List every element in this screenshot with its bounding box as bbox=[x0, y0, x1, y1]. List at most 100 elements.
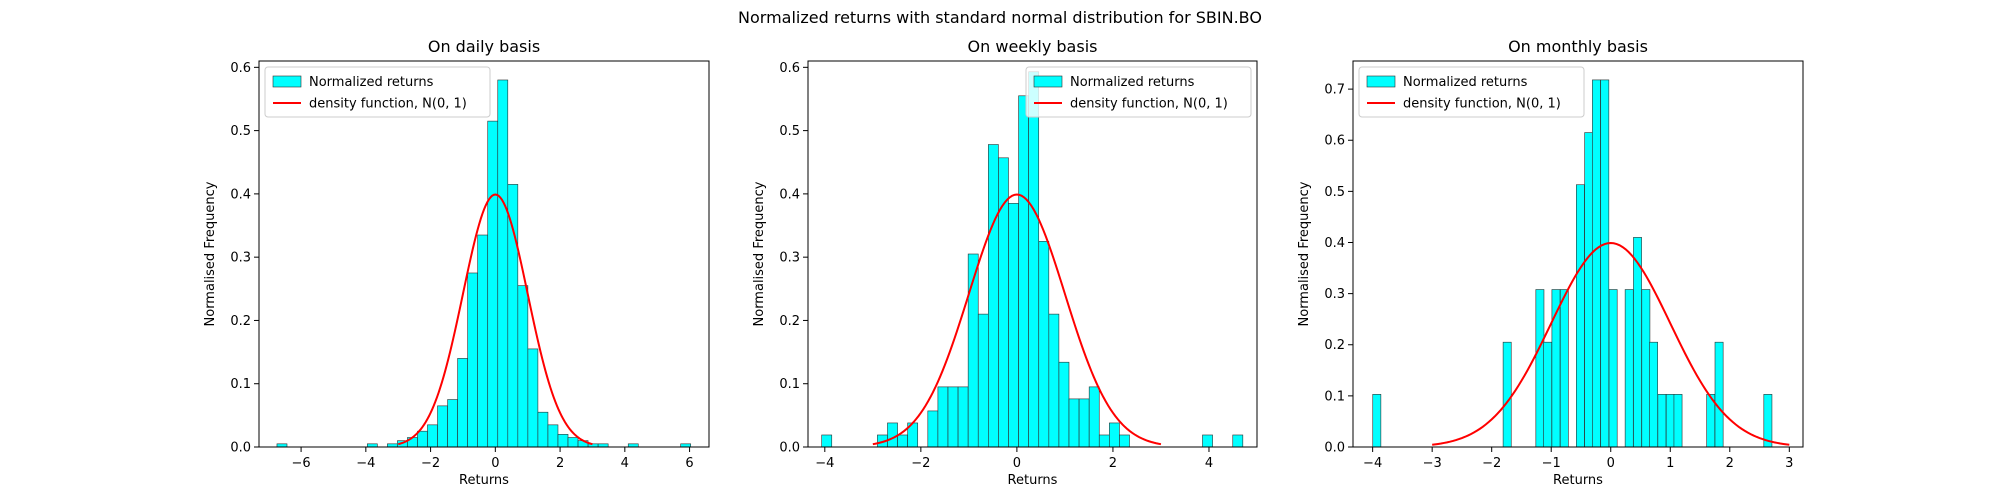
histogram-bar bbox=[417, 430, 428, 448]
y-tick-label: 0.6 bbox=[779, 61, 800, 76]
histogram-bar bbox=[487, 120, 499, 448]
histogram-bar bbox=[957, 386, 969, 448]
legend-label-histogram: Normalized returns bbox=[1070, 75, 1195, 90]
histogram-bar bbox=[1665, 394, 1675, 448]
histogram-bar bbox=[467, 272, 478, 448]
histogram-bar bbox=[897, 434, 908, 448]
legend: Normalized returns density function, N(0,… bbox=[264, 66, 491, 118]
histogram-bar bbox=[887, 422, 898, 448]
legend-swatch-histogram bbox=[1033, 75, 1063, 88]
x-tick-label: 4 bbox=[621, 456, 629, 471]
chart-panel-3: −4 −3 −2 −1 0 1 2 3 0.0 0.1 0.2 0.3 0.4 0.5 0.6 0.7 On m… bbox=[1297, 37, 1804, 488]
y-tick-label: 0.3 bbox=[1324, 287, 1345, 302]
y-axis-label: Normalised Frequency bbox=[1297, 181, 1312, 326]
histogram-bar bbox=[567, 437, 579, 448]
histogram-bar bbox=[1372, 394, 1382, 448]
histogram-bar bbox=[527, 348, 539, 448]
histogram-bar bbox=[1008, 203, 1019, 448]
histogram-bar bbox=[557, 434, 569, 448]
legend-swatch-histogram bbox=[272, 75, 302, 88]
y-tick-label: 0.4 bbox=[230, 187, 251, 202]
x-tick-label: −4 bbox=[815, 456, 834, 471]
histogram-bar bbox=[477, 234, 489, 448]
y-tick-label: 0.4 bbox=[779, 187, 800, 202]
histogram-bar bbox=[1232, 434, 1244, 448]
histogram-bar bbox=[977, 313, 989, 448]
x-tick-label: −1 bbox=[1542, 456, 1561, 471]
histogram-bar bbox=[437, 405, 448, 448]
legend: Normalized returns density function, N(0,… bbox=[1358, 66, 1585, 118]
histogram-bar bbox=[497, 79, 509, 448]
chart-panel-2: −4 −2 0 2 4 0.0 0.1 0.2 0.3 0.4 0.5 0.6 On weekly ba… bbox=[752, 37, 1258, 488]
histogram-bar bbox=[1543, 341, 1553, 448]
legend-label-density: density function, N(0, 1) bbox=[1403, 97, 1561, 112]
histogram-bar bbox=[427, 424, 438, 448]
histogram-bar bbox=[1088, 386, 1100, 448]
legend-box bbox=[1358, 66, 1585, 118]
y-tick-label: 0.2 bbox=[1324, 338, 1345, 353]
histogram-bar bbox=[1018, 95, 1029, 448]
histogram-bar bbox=[447, 399, 458, 448]
density-curve bbox=[1432, 242, 1790, 446]
histogram-bar bbox=[1641, 289, 1651, 448]
legend-swatch-histogram bbox=[1366, 75, 1396, 88]
histogram-bar bbox=[1028, 71, 1040, 448]
x-tick-label: 1 bbox=[1666, 456, 1674, 471]
histogram-bar bbox=[947, 386, 959, 448]
histogram-bar bbox=[1078, 398, 1090, 448]
histogram-bar bbox=[1592, 79, 1601, 448]
y-tick-label: 0.1 bbox=[230, 377, 251, 392]
x-tick-label: −2 bbox=[421, 456, 440, 471]
histogram-bar bbox=[537, 411, 549, 448]
histogram-bar bbox=[507, 184, 519, 448]
x-tick-label: 0 bbox=[1607, 456, 1615, 471]
histogram-bar bbox=[1576, 184, 1585, 448]
x-tick-label: 4 bbox=[1205, 456, 1213, 471]
histogram-bar bbox=[1068, 398, 1080, 448]
histogram-bar bbox=[1048, 313, 1060, 448]
histogram-bar bbox=[1657, 394, 1667, 448]
histogram-bar bbox=[1058, 361, 1070, 448]
y-axis-label: Normalised Frequency bbox=[203, 181, 218, 326]
histogram-bar bbox=[927, 410, 939, 448]
legend-box bbox=[264, 66, 491, 118]
histogram-bar bbox=[1202, 434, 1213, 448]
histogram-bar bbox=[1038, 241, 1050, 448]
figure-suptitle: Normalized returns with standard normal … bbox=[738, 8, 1262, 27]
legend-label-histogram: Normalized returns bbox=[1403, 75, 1528, 90]
axes-frame bbox=[1352, 60, 1804, 448]
y-tick-label: 0.1 bbox=[779, 377, 800, 392]
legend-label-density: density function, N(0, 1) bbox=[309, 97, 467, 112]
y-tick-label: 0.5 bbox=[779, 124, 800, 139]
histogram-bar bbox=[1633, 237, 1642, 448]
y-tick-label: 0.2 bbox=[230, 314, 251, 329]
histogram-bar bbox=[1649, 341, 1658, 448]
y-tick-label: 0.0 bbox=[779, 441, 800, 456]
y-tick-label: 0.2 bbox=[779, 314, 800, 329]
x-tick-label: 0 bbox=[491, 456, 499, 471]
legend: Normalized returns density function, N(0,… bbox=[1025, 66, 1252, 118]
histogram-bar bbox=[457, 358, 468, 448]
y-tick-label: 0.5 bbox=[1324, 185, 1345, 200]
x-axis-label: Returns bbox=[459, 473, 509, 488]
x-tick-label: −2 bbox=[1482, 456, 1501, 471]
y-tick-label: 0.6 bbox=[230, 61, 251, 76]
x-axis-label: Returns bbox=[1553, 473, 1603, 488]
x-tick-label: 2 bbox=[1109, 456, 1117, 471]
histogram-bar bbox=[1535, 289, 1545, 448]
legend-label-density: density function, N(0, 1) bbox=[1070, 97, 1228, 112]
x-tick-label: 6 bbox=[685, 456, 693, 471]
histogram-bar bbox=[821, 434, 833, 448]
x-tick-label: 2 bbox=[1726, 456, 1734, 471]
density-curve bbox=[872, 193, 1162, 446]
histogram-bar bbox=[1673, 394, 1683, 448]
axes-frame bbox=[258, 60, 710, 448]
y-tick-label: 0.4 bbox=[1324, 236, 1345, 251]
x-tick-label: −4 bbox=[1363, 456, 1382, 471]
histogram-bar bbox=[547, 424, 559, 448]
y-tick-label: 0.1 bbox=[1324, 389, 1345, 404]
y-tick-label: 0.0 bbox=[1324, 441, 1345, 456]
x-tick-label: −4 bbox=[356, 456, 375, 471]
